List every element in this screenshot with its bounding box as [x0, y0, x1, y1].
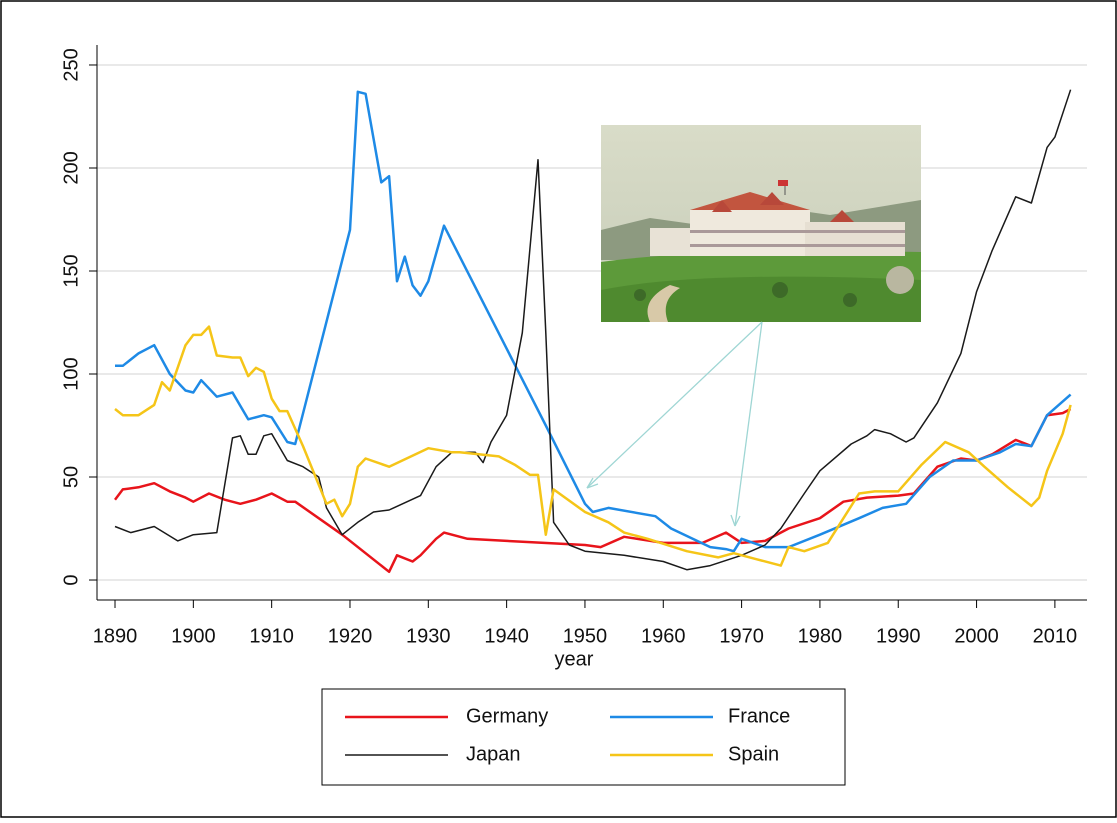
- y-tick-label: 200: [60, 151, 82, 184]
- y-tick-label: 100: [60, 357, 82, 390]
- x-tick-label: 1950: [563, 625, 608, 647]
- legend-entries: Germany France Japan Spain: [345, 705, 790, 765]
- series-line: [114, 325, 1072, 567]
- x-axis-title: year: [555, 648, 594, 670]
- x-tick-label: 1890: [93, 625, 138, 647]
- x-tick-label: 2000: [954, 625, 999, 647]
- x-tick-label: 1960: [641, 625, 686, 647]
- x-tick-label: 1900: [171, 625, 216, 647]
- x-tick-label: 1990: [876, 625, 921, 647]
- legend-label: France: [728, 705, 790, 727]
- x-tick-label: 1980: [798, 625, 843, 647]
- inset-photo: [601, 125, 921, 322]
- legend: [321, 688, 846, 786]
- y-tick-label: 50: [60, 466, 82, 488]
- x-tick-label: 1930: [406, 625, 451, 647]
- legend-label: Spain: [728, 743, 779, 765]
- x-tick-label: 1910: [249, 625, 294, 647]
- arrows: [586, 321, 763, 527]
- legend-label: Japan: [466, 743, 521, 765]
- plot-area: 0 50 100 150 200 250 1890 1900 1910 1920 1930 1940 1…: [60, 45, 1087, 647]
- legend-label: Germany: [466, 705, 548, 727]
- y-tick-label: 150: [60, 254, 82, 287]
- series-line: [114, 89, 1072, 571]
- y-tick-label: 250: [60, 48, 82, 81]
- y-tick-label: 0: [60, 574, 82, 585]
- x-tick-label: 2010: [1033, 625, 1078, 647]
- x-tick-label: 1920: [328, 625, 373, 647]
- series-line: [115, 90, 1072, 553]
- x-tick-label: 1970: [719, 625, 764, 647]
- x-tick-label: 1940: [484, 625, 529, 647]
